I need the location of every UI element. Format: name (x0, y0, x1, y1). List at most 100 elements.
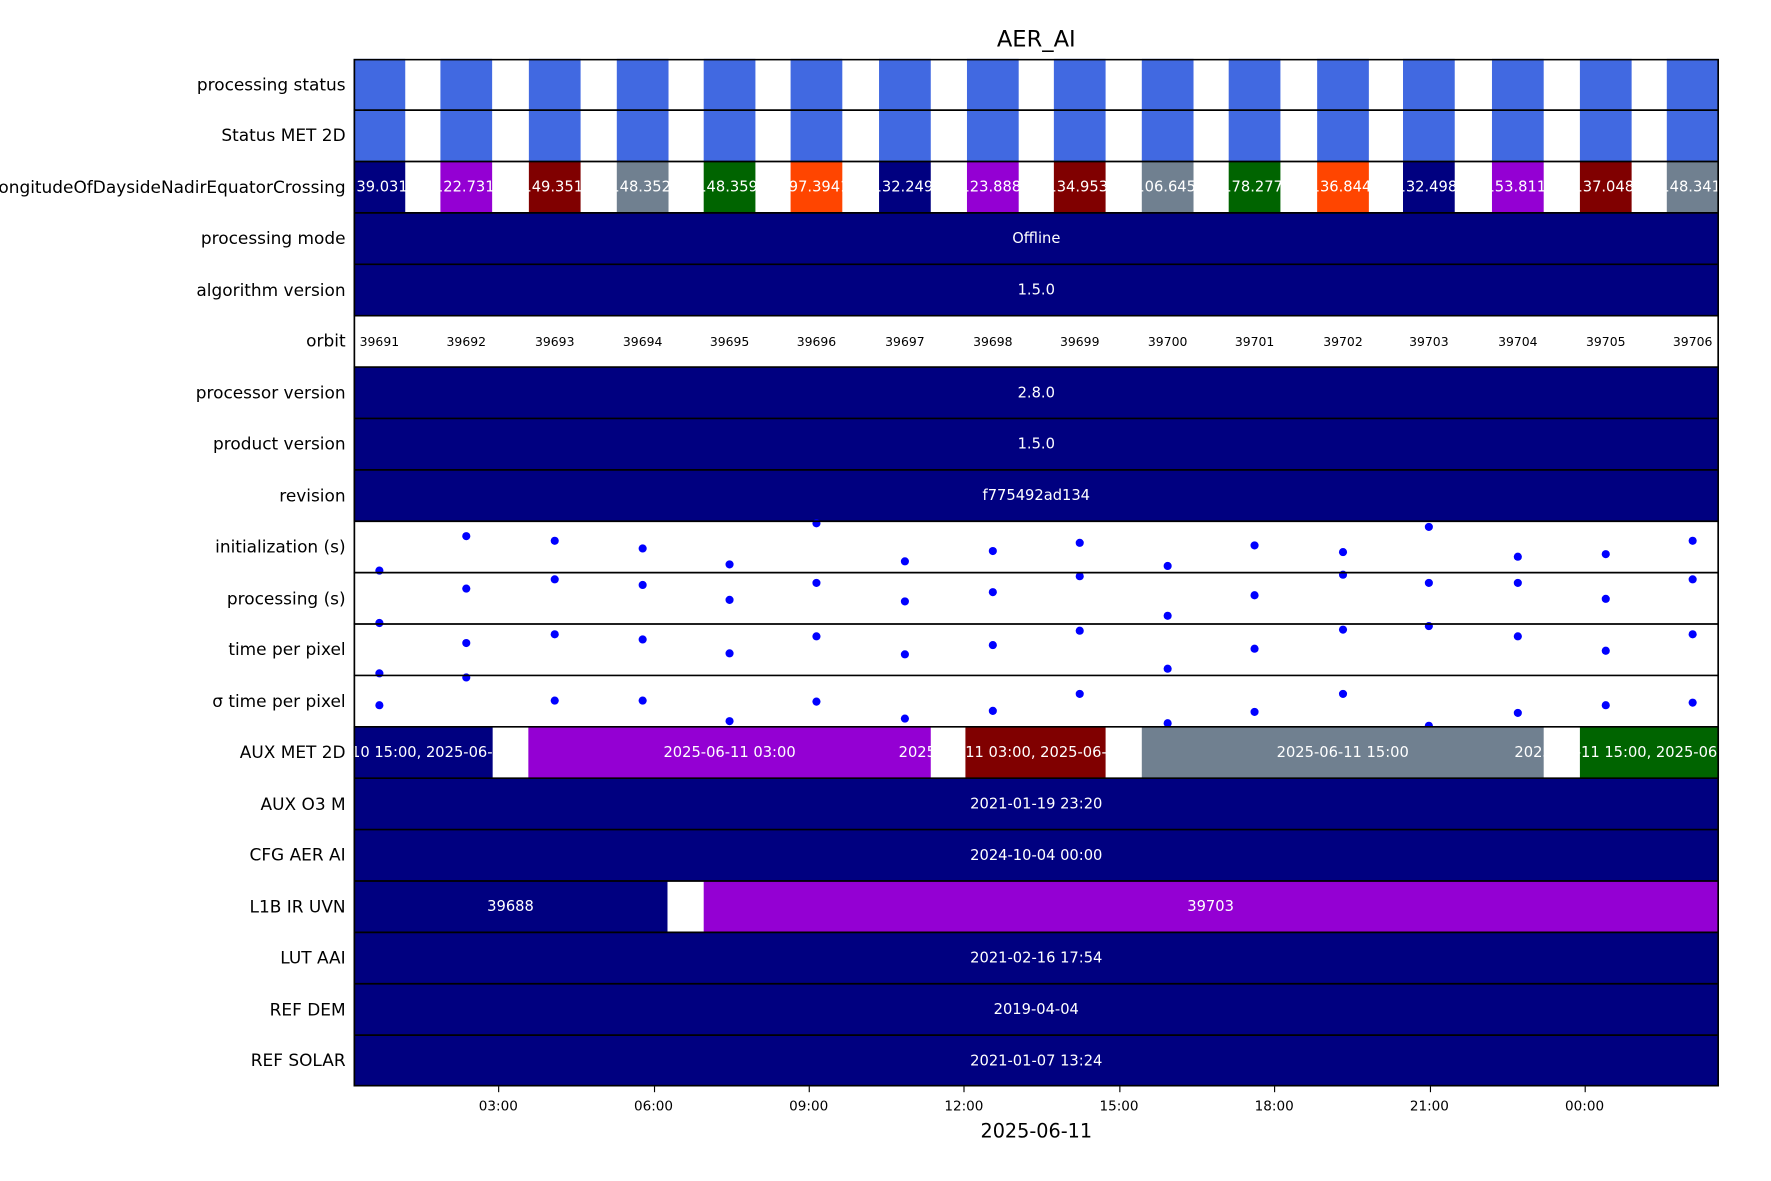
constant-bar (353, 778, 1720, 830)
constant-bar (353, 212, 1720, 265)
scatter-point (1163, 664, 1172, 673)
longitude-block (1317, 161, 1369, 213)
scatter-point (725, 560, 734, 569)
segment-label: 2025-06-11 03:00, 2025-06-11 15:00 (899, 744, 1173, 761)
scatter-point (1075, 689, 1084, 698)
constant-bar (353, 1035, 1720, 1087)
segment-bar (703, 880, 1718, 933)
status-block (1317, 110, 1369, 162)
orbit-number-label: 39704 (1498, 334, 1538, 349)
orbit-number-label: 39699 (1060, 334, 1100, 349)
scatter-point (550, 696, 559, 705)
x-tick-label: 00:00 (1565, 1097, 1605, 1114)
scatter-point (1250, 591, 1259, 600)
segment-bar (1141, 726, 1544, 779)
status-block (440, 58, 493, 111)
orbit-number-label: 39703 (1409, 334, 1448, 349)
x-tick-mark (1119, 1086, 1121, 1093)
scatter-point (988, 546, 997, 556)
orbit-number-label: 39702 (1323, 334, 1362, 349)
scatter-point (375, 701, 384, 710)
status-block (1579, 110, 1632, 162)
row-label: processing (s) (226, 588, 346, 609)
status-block (1491, 110, 1544, 162)
scatter-point (1075, 538, 1084, 547)
orbit-number-label: 39700 (1148, 334, 1188, 349)
x-tick-mark (1429, 1086, 1431, 1093)
scatter-point (1075, 572, 1084, 581)
status-block (703, 110, 756, 162)
status-block (1317, 58, 1369, 111)
x-tick-mark (808, 1086, 810, 1093)
longitude-label: -136.8449 (1305, 179, 1380, 196)
status-block (353, 58, 406, 111)
longitude-label: -132.4981 (1391, 179, 1466, 196)
scatter-point (1424, 578, 1433, 587)
scatter-point (900, 714, 909, 723)
scatter-point (900, 597, 909, 606)
scatter-point (1688, 575, 1697, 584)
orbit-number-label: 39698 (973, 334, 1013, 349)
constant-value-label: 1.5.0 (1018, 436, 1055, 453)
constant-value-label: f775492ad134 (983, 487, 1090, 504)
row-label: REF DEM (269, 999, 346, 1020)
scatter-point (1688, 698, 1697, 707)
longitude-block (528, 161, 581, 213)
scatter-point (812, 578, 821, 587)
row-label: longitudeOfDaysideNadirEquatorCrossing (0, 177, 346, 198)
chart-title: AER_AI (996, 24, 1076, 52)
longitude-label: -148.3410 (1655, 179, 1719, 196)
status-block (1228, 58, 1281, 111)
scatter-point (550, 630, 559, 639)
orbit-number-label: 39696 (797, 334, 837, 349)
longitude-label: -106.6459 (1130, 179, 1205, 196)
row-label: Status MET 2D (221, 125, 346, 146)
segment-bar (353, 880, 668, 933)
orbit-number-label: 39701 (1235, 334, 1274, 349)
longitude-block (1228, 161, 1281, 213)
x-tick-label: 12:00 (944, 1097, 984, 1114)
scatter-point (1163, 719, 1172, 728)
scatter-point (550, 536, 559, 545)
constant-value-label: 2.8.0 (1018, 384, 1055, 401)
scatter-point (900, 650, 909, 659)
scatter-point (638, 635, 647, 644)
orbit-number-label: 39697 (885, 334, 924, 349)
longitude-label: -178.2773 (1217, 179, 1292, 196)
constant-bar (353, 469, 1720, 522)
x-axis-label: 2025-06-11 (980, 1120, 1093, 1144)
status-block (1141, 110, 1194, 162)
status-block (1666, 58, 1719, 111)
scatter-point (462, 584, 471, 593)
row-label: processing status (196, 74, 346, 95)
constant-bar (353, 418, 1720, 470)
status-block (966, 58, 1019, 111)
scatter-point (1601, 701, 1610, 710)
orbit-number-label: 39695 (710, 334, 749, 349)
row-label: processing mode (200, 228, 346, 249)
constant-value-label: 2021-01-19 23:20 (970, 795, 1102, 812)
scatter-point (812, 697, 821, 706)
scatter-point (1338, 548, 1348, 557)
scatter-point (375, 618, 384, 628)
segment-label: 2025-06-11 03:00 (663, 744, 795, 761)
row-label: processor version (195, 382, 346, 403)
row-label: product version (213, 433, 346, 455)
scatter-point (1424, 522, 1433, 531)
timeline-axes: -139.0316 -122.7314 -149.3513 -148.3529 -148… (353, 58, 1720, 1087)
status-block (1491, 58, 1544, 111)
longitude-block (353, 161, 406, 213)
scatter-point (462, 638, 471, 648)
segment-label: 39703 (1187, 898, 1234, 915)
scatter-point (988, 641, 997, 650)
constant-value-label: Offline (1012, 230, 1060, 247)
row-label: AUX O3 M (260, 793, 346, 815)
x-tick-mark (963, 1086, 965, 1093)
status-block (1141, 58, 1194, 111)
x-tick-label: 03:00 (478, 1097, 518, 1114)
scatter-point (1688, 630, 1697, 639)
status-block (879, 110, 931, 162)
scatter-point (988, 706, 997, 715)
constant-bar (353, 932, 1720, 984)
orbit-number-label: 39705 (1586, 334, 1625, 349)
